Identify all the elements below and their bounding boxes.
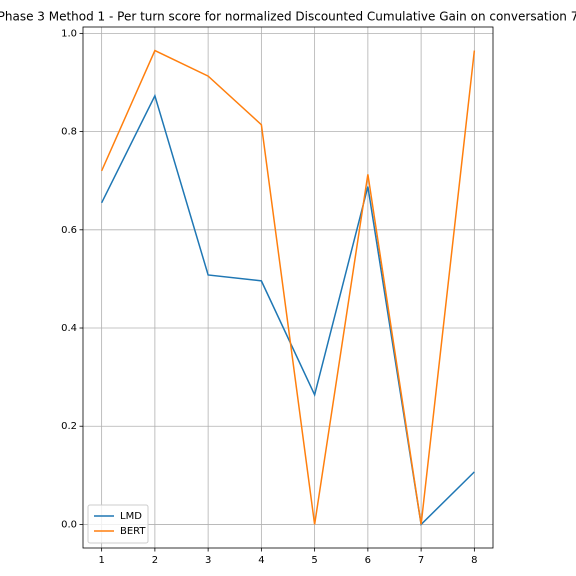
y-tick-label: 1.0 xyxy=(61,28,77,39)
y-tick-label: 0.0 xyxy=(61,519,77,530)
series-line xyxy=(100,49,476,525)
x-tick-label: 4 xyxy=(258,555,264,566)
x-tick-label: 1 xyxy=(98,555,104,566)
legend-label: LMD xyxy=(120,511,142,522)
chart-title: Phase 3 Method 1 - Per turn score for no… xyxy=(0,10,576,24)
legend-label: BERT xyxy=(120,526,146,537)
y-tick-label: 0.8 xyxy=(61,127,77,138)
x-tick-label: 3 xyxy=(205,555,211,566)
series-line xyxy=(100,93,475,526)
x-tick-label: 7 xyxy=(418,555,424,566)
x-tick-label: 5 xyxy=(311,555,317,566)
x-tick-label: 2 xyxy=(152,555,158,566)
y-tick-label: 0.2 xyxy=(61,421,77,432)
x-tick-label: 6 xyxy=(365,555,371,566)
y-tick-label: 0.6 xyxy=(61,225,77,236)
plot-frame xyxy=(82,26,494,549)
x-tick-label: 8 xyxy=(471,555,477,566)
y-tick-label: 0.4 xyxy=(61,323,77,334)
legend-box xyxy=(87,504,149,544)
